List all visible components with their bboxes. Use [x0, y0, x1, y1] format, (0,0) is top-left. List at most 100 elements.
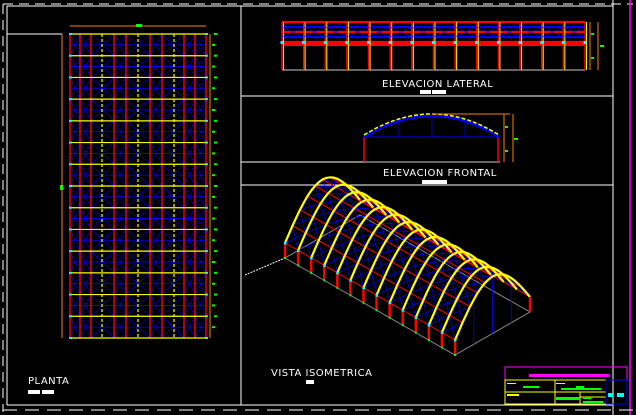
iso-node — [427, 324, 431, 327]
plan-dimension-text — [214, 119, 217, 122]
iso-node — [297, 249, 300, 252]
iso-footing — [362, 301, 365, 304]
frontal-scale-bar — [422, 180, 447, 184]
lateral-node — [323, 41, 327, 44]
plan-node — [205, 76, 208, 79]
plan-dimension-text — [212, 43, 215, 46]
plan-node — [205, 119, 208, 122]
iso-footing — [440, 346, 443, 349]
frontal-arch-bottom — [363, 114, 500, 139]
iso-bracing — [393, 230, 400, 249]
title-block-text — [561, 388, 601, 390]
plan-dimension-text — [212, 282, 215, 285]
plan-node — [69, 271, 72, 274]
iso-bracing — [413, 231, 420, 246]
iso-bracing — [419, 245, 426, 264]
lateral-bracing — [368, 26, 391, 38]
lateral-bracing — [325, 26, 348, 38]
iso-node — [375, 294, 379, 297]
title-block-text — [507, 383, 516, 384]
iso-bracing — [333, 210, 340, 233]
title-block-text — [583, 397, 591, 399]
lateral-node — [561, 41, 565, 44]
iso-bracing — [439, 246, 447, 261]
plan-dimension-text — [214, 163, 217, 166]
lateral-bracing — [519, 26, 542, 38]
plan-node — [69, 163, 72, 166]
lateral-node — [453, 41, 457, 44]
lateral-scale-bar — [432, 90, 446, 94]
iso-purlin — [314, 185, 486, 284]
iso-bracing — [406, 237, 413, 256]
iso-bracing — [320, 203, 327, 225]
plan-dimension-text — [60, 185, 63, 190]
iso-footing — [349, 294, 352, 297]
lateral-dimension-text — [591, 33, 594, 35]
plan-dimension-text — [212, 130, 215, 133]
iso-bracing — [312, 217, 319, 241]
iso-bracing — [338, 232, 346, 256]
title-block-text — [556, 383, 565, 384]
iso-footing — [323, 279, 326, 282]
plan-dimension-text — [212, 109, 215, 111]
title-block-text — [556, 397, 580, 400]
iso-bracing — [292, 225, 299, 251]
iso-bracing — [374, 209, 381, 224]
iso-node — [310, 256, 313, 260]
plan-dimension-text — [214, 293, 217, 296]
iso-bracing — [396, 285, 404, 311]
plan-node — [205, 271, 208, 274]
iso-bracing — [391, 261, 398, 286]
iso-purlin — [322, 179, 493, 277]
lateral-node — [518, 41, 522, 44]
plan-node — [69, 54, 72, 57]
lateral-bracing — [346, 26, 369, 38]
iso-bracing — [430, 284, 437, 308]
iso-bracing — [307, 196, 314, 218]
lateral-node — [540, 41, 544, 44]
iso-bracing — [400, 224, 407, 239]
iso-bracing — [404, 269, 411, 293]
lateral-node — [345, 41, 349, 44]
plan-node — [205, 54, 208, 57]
plan-dimension-text — [212, 304, 215, 307]
frontal-dimension-text — [505, 126, 508, 128]
iso-node — [349, 279, 352, 282]
lateral-bracing — [281, 26, 304, 38]
iso-footing — [388, 316, 391, 319]
iso-purlin — [284, 242, 456, 341]
title-block-logo — [617, 393, 624, 397]
iso-bracing — [479, 268, 486, 283]
lateral-bracing — [476, 26, 499, 38]
plan-dimension-text — [214, 228, 217, 231]
plan-dimension-text — [212, 174, 215, 177]
iso-node — [454, 339, 457, 342]
title-block-header — [504, 366, 628, 381]
iso-bracing — [340, 200, 348, 219]
iso-bracing — [378, 254, 385, 279]
plan-node — [205, 250, 208, 253]
plan-label: PLANTA — [28, 376, 70, 387]
plan-dimension-text — [214, 271, 217, 274]
iso-bracing — [380, 223, 387, 241]
plan-dimension-text — [212, 326, 215, 329]
lateral-node — [367, 41, 371, 44]
iso-purlin — [292, 225, 463, 324]
lateral-bracing — [498, 26, 521, 38]
lateral-node — [432, 41, 435, 44]
iso-footing — [454, 354, 456, 356]
plan-node — [69, 206, 72, 209]
plan-node — [69, 293, 72, 296]
plan-node — [205, 315, 208, 318]
iso-footing — [336, 286, 339, 289]
plan-node — [69, 76, 72, 79]
iso-bracing — [314, 185, 321, 204]
isometric-label: VISTA ISOMETRICA — [271, 368, 373, 379]
lateral-bracing — [563, 26, 586, 38]
plan-node — [69, 98, 72, 101]
lateral-bracing — [455, 26, 477, 38]
iso-footing — [375, 309, 378, 312]
plan-node — [205, 163, 208, 166]
iso-bracing — [361, 201, 368, 216]
iso-bracing — [335, 186, 342, 201]
